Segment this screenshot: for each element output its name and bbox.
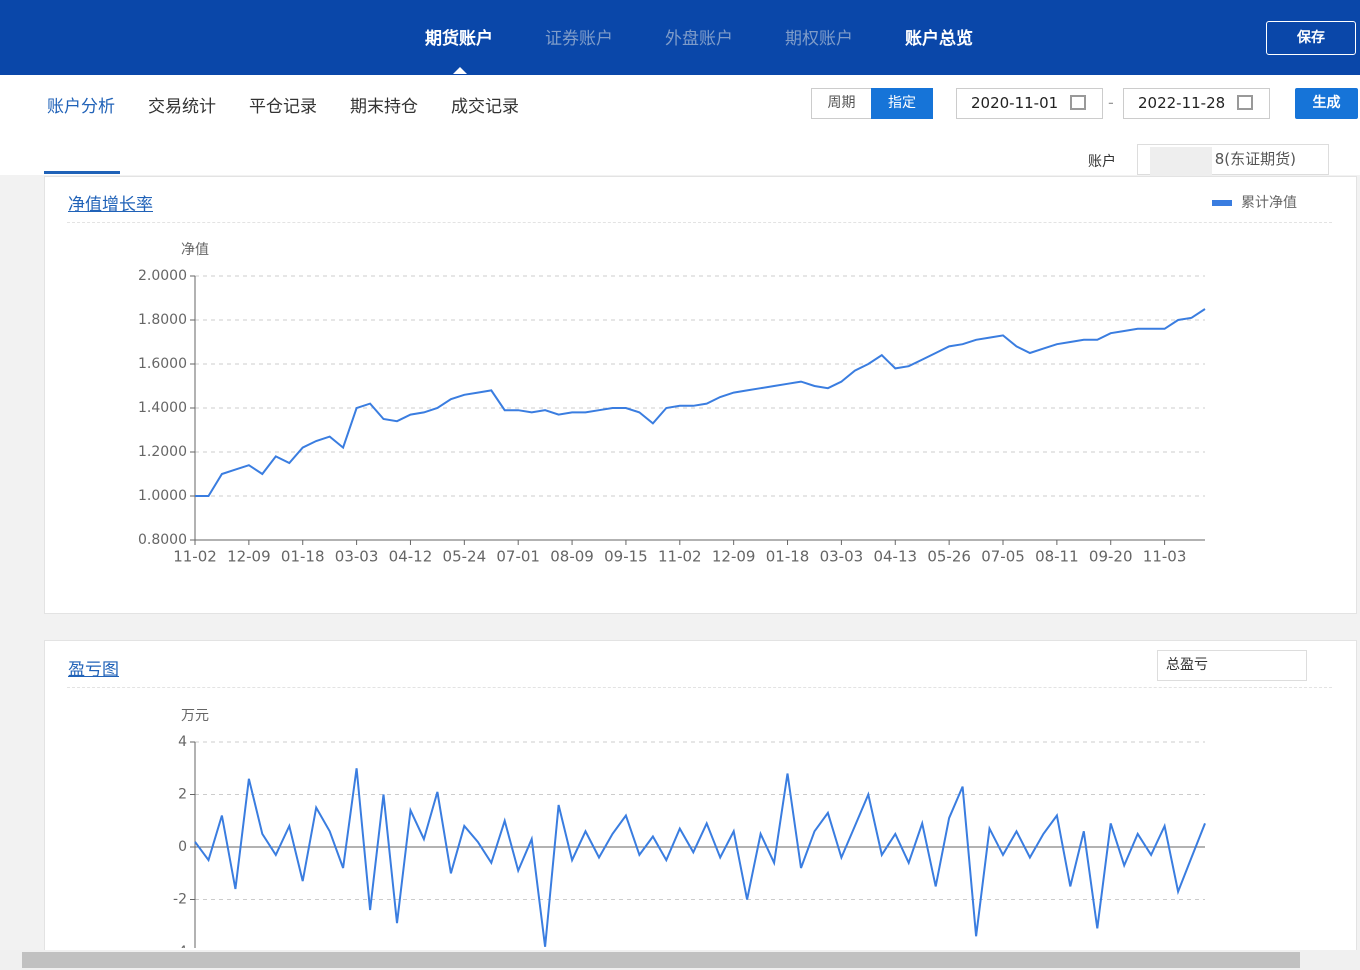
tab-underline <box>44 171 120 174</box>
x-tick-label: 08-09 <box>550 548 594 566</box>
x-tick-label: 03-03 <box>335 548 379 566</box>
legend-label: 累计净值 <box>1241 195 1297 211</box>
y-tick-label: 1.4000 <box>138 400 187 416</box>
x-tick-label: 12-09 <box>712 548 756 566</box>
x-tick-label: 04-12 <box>389 548 433 566</box>
panel-title[interactable]: 盈亏图 <box>68 660 119 680</box>
y-tick-label: 2.0000 <box>138 268 187 284</box>
x-tick-label: 09-20 <box>1089 548 1133 566</box>
x-tick-label: 08-11 <box>1035 548 1079 566</box>
x-tick-label: 07-01 <box>496 548 540 566</box>
end-date[interactable]: 2022-11-28 <box>1123 88 1270 119</box>
nav-tab[interactable]: 外盘账户 <box>665 29 733 49</box>
calendar-icon <box>1070 95 1086 110</box>
sub-tab[interactable]: 交易统计 <box>148 97 216 117</box>
redaction <box>1150 147 1212 177</box>
panel-title[interactable]: 净值增长率 <box>68 195 153 215</box>
y-tick-label: 0.8000 <box>138 532 187 548</box>
nav-tab[interactable]: 期货账户 <box>425 29 493 49</box>
y-tick-label: 0 <box>178 839 187 855</box>
x-tick-label: 07-05 <box>981 548 1025 566</box>
y-tick-label: 1.8000 <box>138 312 187 328</box>
x-tick-label: 11-02 <box>658 548 702 566</box>
y-tick-label: -2 <box>173 892 187 908</box>
top-bar <box>0 0 1360 75</box>
type-select[interactable]: 总盈亏 <box>1157 650 1307 681</box>
y-tick-label: -4 <box>173 944 187 948</box>
sub-tab[interactable]: 期末持仓 <box>350 97 418 117</box>
nav-tab[interactable]: 账户总览 <box>905 29 973 49</box>
y-axis-title: 净值 <box>181 242 209 258</box>
mode-button[interactable]: 指定 <box>871 88 933 119</box>
legend-swatch <box>1212 200 1232 206</box>
sub-tab[interactable]: 平仓记录 <box>249 97 317 117</box>
x-tick-label: 05-24 <box>443 548 487 566</box>
panel <box>44 640 1357 970</box>
nav-tab[interactable]: 证券账户 <box>545 29 613 49</box>
y-tick-label: 4 <box>178 734 187 750</box>
divider <box>67 222 1332 223</box>
y-tick-label: 1.0000 <box>138 488 187 504</box>
x-tick-label: 05-26 <box>927 548 971 566</box>
x-tick-label: 01-18 <box>281 548 325 566</box>
x-tick-label: 09-15 <box>604 548 648 566</box>
y-tick-label: 1.2000 <box>138 444 187 460</box>
x-tick-label: 11-02 <box>173 548 217 566</box>
scrollbar-thumb[interactable] <box>22 952 1300 968</box>
charts: 净值 0.8000 1.0000 1.2000 1.4000 1.6000 1.8000 2.… <box>138 195 1297 948</box>
y-tick-label: 1.6000 <box>138 356 187 372</box>
save-button[interactable]: 保存 <box>1266 21 1356 55</box>
sub-tab[interactable]: 成交记录 <box>451 97 519 117</box>
divider <box>67 687 1332 688</box>
x-tick-label: 11-03 <box>1143 548 1187 566</box>
generate-button[interactable]: 生成 <box>1295 88 1358 119</box>
start-date[interactable]: 2020-11-01 <box>956 88 1103 119</box>
account-select[interactable]: 8(东证期货) <box>1137 144 1329 175</box>
x-tick-label: 12-09 <box>227 548 271 566</box>
y-tick-label: 2 <box>178 787 187 803</box>
date-separator: - <box>1108 93 1114 112</box>
data-line <box>194 768 1206 947</box>
nav-tab[interactable]: 期权账户 <box>785 29 853 49</box>
panel <box>44 176 1357 614</box>
sub-tab[interactable]: 账户分析 <box>47 97 115 117</box>
active-caret <box>453 67 467 74</box>
y-axis-title: 万元 <box>181 708 209 724</box>
sub-header <box>0 75 1360 175</box>
data-line <box>195 308 1206 497</box>
x-tick-label: 04-13 <box>873 548 917 566</box>
x-tick-label: 01-18 <box>766 548 810 566</box>
x-tick-label: 03-03 <box>820 548 864 566</box>
account-label: 账户 <box>1088 154 1116 170</box>
calendar-icon <box>1237 95 1253 110</box>
